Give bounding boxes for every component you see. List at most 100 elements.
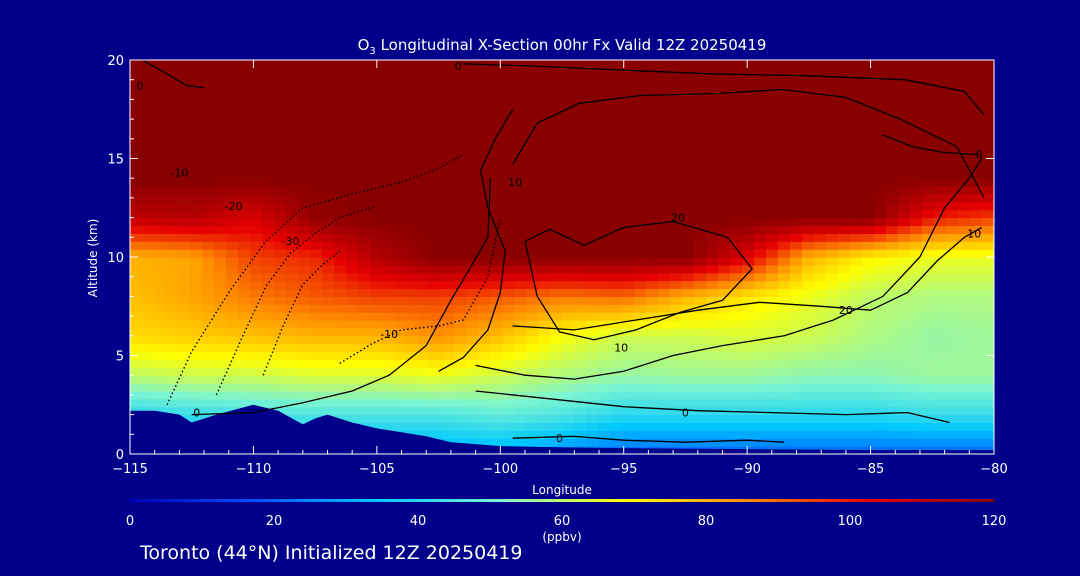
y-tick-label: 20 <box>107 54 124 69</box>
field-cell <box>802 257 815 266</box>
field-cell <box>958 430 971 439</box>
field-cell <box>610 280 623 290</box>
field-cell <box>946 383 959 392</box>
field-cell <box>430 75 443 85</box>
field-cell <box>310 178 323 187</box>
field-cell <box>814 60 827 69</box>
field-cell <box>286 351 299 361</box>
field-cell <box>682 123 695 132</box>
field-cell <box>166 146 179 156</box>
field-cell <box>454 406 467 416</box>
contour-line <box>463 63 985 116</box>
field-cell <box>958 170 971 179</box>
field-cell <box>970 304 983 313</box>
field-cell <box>202 233 215 242</box>
field-cell <box>862 359 875 368</box>
field-cell <box>310 351 323 361</box>
colorbar-tick-label: 40 <box>410 514 427 529</box>
field-cell <box>922 312 935 321</box>
field-cell <box>958 335 971 345</box>
field-cell <box>490 422 503 431</box>
field-cell <box>538 351 551 361</box>
field-cell <box>826 406 839 416</box>
field-cell <box>730 304 743 313</box>
field-cell <box>622 130 635 140</box>
field-cell <box>334 138 347 148</box>
field-cell <box>850 320 863 329</box>
field-cell <box>622 438 635 447</box>
field-cell <box>862 217 875 227</box>
field-cell <box>406 209 419 219</box>
field-cell <box>226 390 239 400</box>
field-cell <box>262 201 275 211</box>
field-cell <box>154 249 167 258</box>
field-cell <box>850 154 863 164</box>
field-cell <box>658 343 671 353</box>
field-cell <box>418 107 431 116</box>
field-cell <box>202 217 215 227</box>
field-cell <box>838 201 851 211</box>
field-cell <box>526 257 539 266</box>
field-cell <box>310 249 323 258</box>
field-cell <box>262 296 275 305</box>
field-cell <box>826 288 839 297</box>
field-cell <box>694 60 707 69</box>
field-cell <box>694 327 707 337</box>
field-cell <box>886 406 899 416</box>
field-cell <box>874 146 887 156</box>
field-cell <box>946 60 959 69</box>
field-cell <box>346 99 359 108</box>
field-cell <box>514 67 527 77</box>
contour-line <box>475 158 983 380</box>
field-cell <box>982 359 994 368</box>
field-cell <box>190 257 203 266</box>
field-cell <box>202 312 215 321</box>
field-cell <box>970 351 983 361</box>
field-cell <box>370 162 383 171</box>
field-cell <box>466 257 479 266</box>
field-cell <box>934 201 947 211</box>
field-cell <box>334 320 347 329</box>
field-cell <box>706 375 719 384</box>
field-cell <box>922 193 935 203</box>
field-cell <box>946 390 959 400</box>
field-cell <box>514 367 527 376</box>
field-cell <box>634 107 647 116</box>
field-cell <box>478 414 491 424</box>
field-cell <box>250 99 263 108</box>
field-cell <box>382 91 395 100</box>
field-cell <box>946 257 959 266</box>
field-cell <box>934 75 947 85</box>
field-cell <box>658 335 671 345</box>
field-cell <box>862 193 875 203</box>
field-cell <box>598 257 611 266</box>
field-cell <box>670 130 683 140</box>
field-cell <box>802 225 815 234</box>
field-cell <box>622 193 635 203</box>
field-cell <box>682 249 695 258</box>
field-cell <box>214 107 227 116</box>
field-cell <box>658 162 671 171</box>
field-cell <box>934 241 947 250</box>
field-cell <box>334 375 347 384</box>
field-cell <box>970 446 983 454</box>
field-cell <box>850 351 863 361</box>
field-cell <box>154 170 167 179</box>
field-cell <box>874 343 887 353</box>
field-cell <box>646 280 659 290</box>
field-cell <box>214 257 227 266</box>
field-cell <box>238 225 251 234</box>
field-cell <box>238 99 251 108</box>
field-cell <box>130 288 143 297</box>
field-cell <box>622 320 635 329</box>
x-tick-label: −100 <box>482 462 518 477</box>
field-cell <box>862 335 875 345</box>
field-cell <box>466 438 479 447</box>
field-cell <box>634 327 647 337</box>
field-cell <box>262 162 275 171</box>
field-cell <box>382 383 395 392</box>
field-cell <box>898 123 911 132</box>
field-cell <box>202 304 215 313</box>
field-cell <box>502 422 515 431</box>
field-cell <box>298 178 311 187</box>
